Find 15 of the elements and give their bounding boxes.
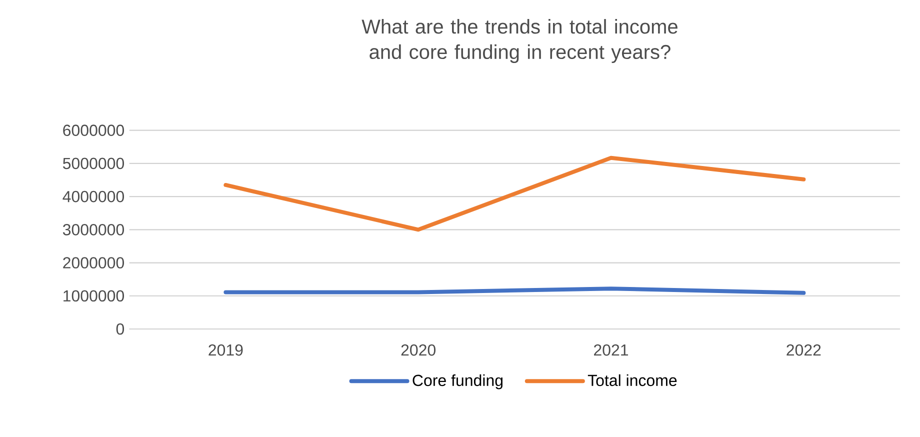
y-tick-label: 6000000	[63, 124, 124, 136]
y-tick-label: 1000000	[64, 290, 124, 302]
y-tick-label: 0	[116, 323, 124, 335]
x-tick-label: 2019	[208, 344, 243, 356]
y-tick-label: 3000000	[62, 224, 124, 236]
x-tick-label: 2020	[401, 344, 436, 356]
line-series	[224, 156, 806, 232]
y-tick-label: 5000000	[62, 158, 124, 170]
chart-title: What are the trends in total income and core funding in recent years?	[362, 19, 678, 64]
y-tick-label: 2000000	[63, 257, 124, 268]
legend-label: Core funding	[412, 374, 502, 390]
y-tick-label: 4000000	[62, 190, 124, 202]
legend-label: Total income	[588, 374, 677, 386]
x-tick-label: 2021	[594, 344, 628, 356]
x-tick-label: 2022	[786, 344, 821, 356]
